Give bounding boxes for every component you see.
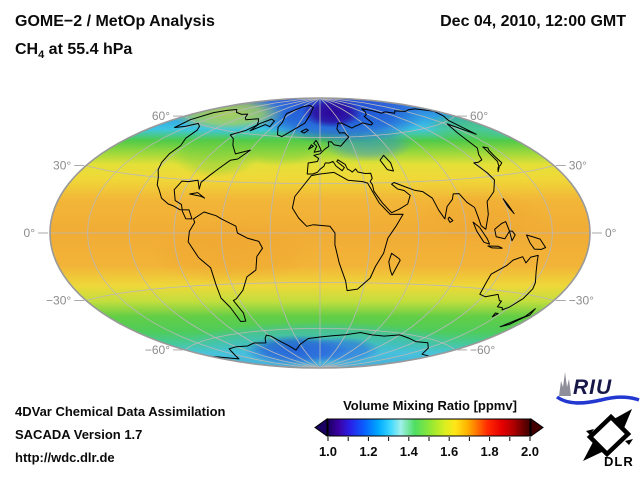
coastline-madagascar	[388, 252, 401, 276]
colorbar-tick-label: 2.0	[521, 444, 539, 459]
coastline-africa	[291, 171, 404, 292]
credits-block: 4DVar Chemical Data Assimilation SACADA …	[15, 400, 226, 469]
vmr-anomaly-blob	[410, 190, 551, 247]
timestamp: Dec 04, 2010, 12:00 GMT	[440, 13, 626, 30]
coastline-cuba	[189, 192, 206, 199]
coastline-japan	[482, 146, 503, 173]
graticule-meridian	[319, 98, 512, 368]
latitude-label: 30°	[569, 159, 587, 173]
subtitle-species: CH	[15, 41, 39, 58]
latitude-label: 0°	[605, 226, 617, 240]
subtitle-subscript: 4	[38, 49, 45, 62]
vmr-anomaly-blob	[145, 221, 316, 286]
graticule-meridian	[269, 98, 321, 368]
map-boundary	[49, 97, 591, 369]
graticule-meridian	[220, 98, 321, 368]
coastline-caspian-sea	[379, 154, 394, 172]
coastline-baffin-island	[249, 118, 275, 132]
coastline-new-guinea	[526, 234, 547, 250]
credit-line-version: SACADA Version 1.7	[15, 427, 143, 442]
coastline-sulawesi	[509, 230, 516, 242]
riu-logo-text: RIU	[573, 376, 612, 399]
colorbar-tick-label: 1.4	[400, 444, 419, 459]
colorbar: 1.0 1.2 1.4 1.6 1.8 2.0	[314, 418, 544, 459]
page-subtitle: CH4 at 55.4 hPa	[15, 41, 132, 61]
latitude-label: −30°	[569, 294, 594, 308]
riu-swoosh-icon	[556, 395, 640, 405]
coastline-sri-lanka	[447, 216, 454, 223]
vmr-anomaly-blob	[426, 110, 511, 143]
coastline-greenland	[277, 105, 314, 138]
colorbar-tick-label: 1.2	[359, 444, 377, 459]
latitude-label: 0°	[24, 226, 36, 240]
coastline-eurasia	[306, 108, 495, 230]
graticule-meridian	[319, 98, 467, 368]
vmr-anomaly-blob	[321, 125, 414, 162]
graticule-meridian	[128, 98, 321, 368]
colorbar-right-arrow	[530, 418, 544, 437]
vmr-anomaly-blob	[301, 337, 382, 363]
coastline-antarctica	[210, 332, 430, 360]
credit-line-assimilation: 4DVar Chemical Data Assimilation	[15, 404, 226, 419]
dlr-bird-icon	[583, 409, 633, 461]
graticule-meridian	[319, 98, 553, 368]
coastline-south-america	[187, 211, 263, 322]
latitude-label: 60°	[470, 109, 488, 123]
coastlines	[156, 105, 547, 360]
colorbar-tick-label: 1.8	[481, 444, 499, 459]
colorbar-tick-label: 1.6	[440, 444, 458, 459]
coastline-tasmania	[491, 312, 499, 318]
latitude-labels: 60° 60° 30° 30° 0° 0° −30° −30° −60° −60°	[24, 109, 617, 357]
coastline-north-america	[156, 109, 260, 220]
riu-logo: RIU	[556, 372, 640, 405]
latitude-label: −30°	[46, 294, 71, 308]
latitude-label: −60°	[470, 343, 495, 357]
coastline-iceland	[300, 128, 309, 134]
coastline-java	[487, 245, 503, 249]
credit-line-url: http://wdc.dlr.de	[15, 450, 115, 465]
colorbar-gradient-bar	[327, 418, 531, 437]
coastline-sumatra	[472, 221, 491, 245]
riu-cathedral-icon	[559, 372, 571, 396]
graticule-meridian	[319, 98, 420, 368]
coastline-philippines	[502, 198, 515, 215]
latitude-label: 60°	[152, 109, 170, 123]
colorbar-tick-label: 1.0	[319, 444, 337, 459]
coastline-ireland	[308, 144, 314, 150]
latitude-label: −60°	[145, 343, 170, 357]
latitude-label: 30°	[53, 159, 71, 173]
vmr-anomaly-blob	[171, 133, 260, 178]
dlr-logo: DLR	[583, 409, 634, 469]
dlr-logo-text: DLR	[604, 454, 634, 469]
coastline-new-zealand	[499, 308, 536, 328]
coastline-british-isles	[313, 139, 322, 153]
page-title: GOME−2 / MetOp Analysis	[15, 13, 215, 30]
graticule-meridian	[87, 98, 321, 368]
colorbar-title: Volume Mixing Ratio [ppmv]	[343, 398, 517, 413]
vmr-anomaly-blob	[302, 98, 363, 128]
subtitle-level: at 55.4 hPa	[44, 41, 133, 58]
colorbar-block: Volume Mixing Ratio [ppmv] 1.0 1.2 1.4 1.6 1…	[314, 398, 546, 462]
graticule	[50, 98, 590, 368]
vmr-anomaly-blob	[240, 130, 321, 167]
colorbar-left-arrow	[314, 418, 328, 437]
coastline-australia	[479, 254, 539, 311]
